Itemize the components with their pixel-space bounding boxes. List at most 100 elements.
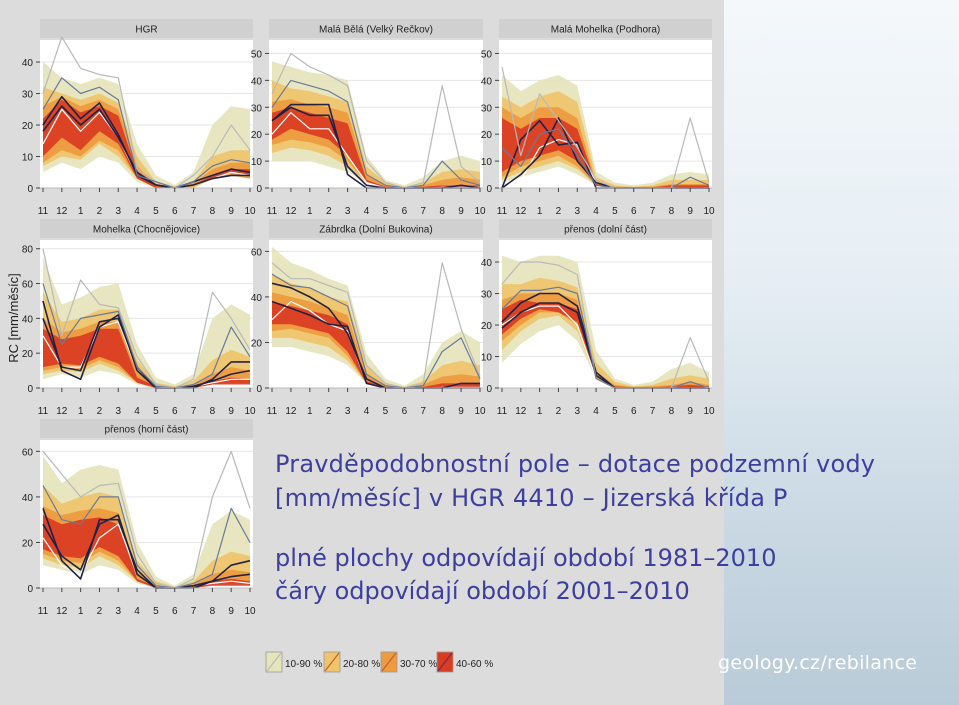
y-tick-label: 0 <box>27 584 33 595</box>
x-tick-label: 9 <box>228 606 234 617</box>
x-tick-label: 4 <box>134 406 140 417</box>
legend-swatch-line <box>381 652 397 672</box>
slide-title-line1: Pravděpodobnostní pole – dotace podzemní… <box>275 450 876 478</box>
x-tick-label: 8 <box>210 406 216 417</box>
x-tick-label: 4 <box>134 606 140 617</box>
y-tick-label: 0 <box>486 184 492 195</box>
x-tick-label: 2 <box>97 206 103 217</box>
x-tick-label: 10 <box>474 406 486 417</box>
x-tick-label: 10 <box>244 206 256 217</box>
series-line-dark <box>42 95 250 189</box>
x-tick-label: 7 <box>420 206 426 217</box>
x-tick-label: 2 <box>326 206 332 217</box>
x-tick-label: 4 <box>593 406 599 417</box>
panel-strip <box>40 419 253 438</box>
x-tick-label: 5 <box>153 406 159 417</box>
x-tick-label: 3 <box>115 406 121 417</box>
legend-label: 20-80 % <box>343 659 380 670</box>
x-tick-label: 2 <box>556 406 562 417</box>
y-tick-label: 10 <box>481 353 493 364</box>
y-tick-label: 50 <box>481 49 493 60</box>
y-tick-label: 60 <box>22 447 34 458</box>
series-line-slate <box>271 273 481 389</box>
y-tick-label: 10 <box>22 153 34 164</box>
legend-label: 10-90 % <box>285 659 322 670</box>
series-line-slate <box>42 485 251 589</box>
x-tick-label: 11 <box>38 406 49 417</box>
band-p40_60 <box>43 328 250 388</box>
panel-strip <box>40 219 253 238</box>
band-p40_60 <box>272 301 480 388</box>
x-tick-label: 7 <box>650 406 656 417</box>
x-tick-label: 7 <box>420 406 426 417</box>
y-tick-label: 30 <box>251 103 263 114</box>
y-tick-label: 0 <box>256 184 262 195</box>
x-tick-label: 3 <box>115 206 121 217</box>
panel-strip <box>499 219 712 238</box>
x-tick-label: 8 <box>439 206 445 217</box>
legend-swatch-line <box>324 652 340 672</box>
panel-title: přenos (dolní část) <box>564 225 647 236</box>
x-tick-label: 5 <box>383 406 389 417</box>
x-tick-label: 6 <box>631 406 637 417</box>
x-tick-label: 3 <box>345 406 351 417</box>
series-line-grey <box>42 450 251 589</box>
series-line-slate <box>42 77 251 189</box>
x-tick-label: 3 <box>574 406 580 417</box>
legend: 10-90 % 20-80 % 30-70 % 40-60 % <box>265 651 493 673</box>
series-line-dark <box>271 282 480 389</box>
y-tick-label: 0 <box>27 384 33 395</box>
y-tick-label: 40 <box>251 76 263 87</box>
x-tick-label: 6 <box>402 206 408 217</box>
x-tick-label: 1 <box>78 206 84 217</box>
x-tick-label: 3 <box>345 206 351 217</box>
x-tick-label: 12 <box>56 206 68 217</box>
x-tick-label: 12 <box>56 406 68 417</box>
y-tick-label: 20 <box>22 121 34 132</box>
series-line-slate <box>501 128 710 189</box>
x-tick-label: 9 <box>228 206 234 217</box>
x-tick-label: 8 <box>210 606 216 617</box>
footer-url[interactable]: geology.cz/rebilance <box>718 652 918 674</box>
x-tick-label: 8 <box>439 406 445 417</box>
series-line-dark <box>42 514 251 589</box>
x-tick-label: 8 <box>669 406 675 417</box>
x-tick-label: 5 <box>153 606 159 617</box>
x-tick-label: 11 <box>497 406 508 417</box>
panel-strip <box>269 19 483 38</box>
y-tick-label: 40 <box>481 76 493 87</box>
x-tick-label: 4 <box>364 406 370 417</box>
slide-title-line2: [mm/měsíc] v HGR 4410 – Jizerská křída P <box>275 484 788 512</box>
y-tick-label: 20 <box>251 338 263 349</box>
x-tick-label: 1 <box>307 206 313 217</box>
panel-strip <box>499 19 712 38</box>
slide-note-line2: čáry odpovídají období 2001–2010 <box>275 577 690 605</box>
y-tick-label: 20 <box>251 130 263 141</box>
panel-title: Zábrdka (Dolní Bukovina) <box>319 225 432 236</box>
y-tick-label: 20 <box>22 538 34 549</box>
series-line-dark <box>42 300 250 389</box>
x-tick-label: 5 <box>612 406 618 417</box>
band-p10_90 <box>272 61 480 188</box>
band-p10_90 <box>272 246 480 388</box>
x-tick-label: 12 <box>285 206 297 217</box>
panel-title: přenos (horní část) <box>105 425 189 436</box>
y-tick-label: 10 <box>481 157 493 168</box>
band-p40_60 <box>502 299 709 388</box>
x-tick-label: 1 <box>537 206 543 217</box>
panel-title: Mohelka (Chocnějovice) <box>93 225 200 236</box>
y-tick-label: 20 <box>22 349 34 360</box>
x-tick-label: 9 <box>687 406 693 417</box>
x-tick-label: 11 <box>267 406 278 417</box>
series-line-slate <box>271 79 481 189</box>
series-line-grey <box>271 52 481 189</box>
y-tick-label: 40 <box>22 493 34 504</box>
y-tick-label: 20 <box>481 321 493 332</box>
series-line-slate <box>42 283 251 389</box>
